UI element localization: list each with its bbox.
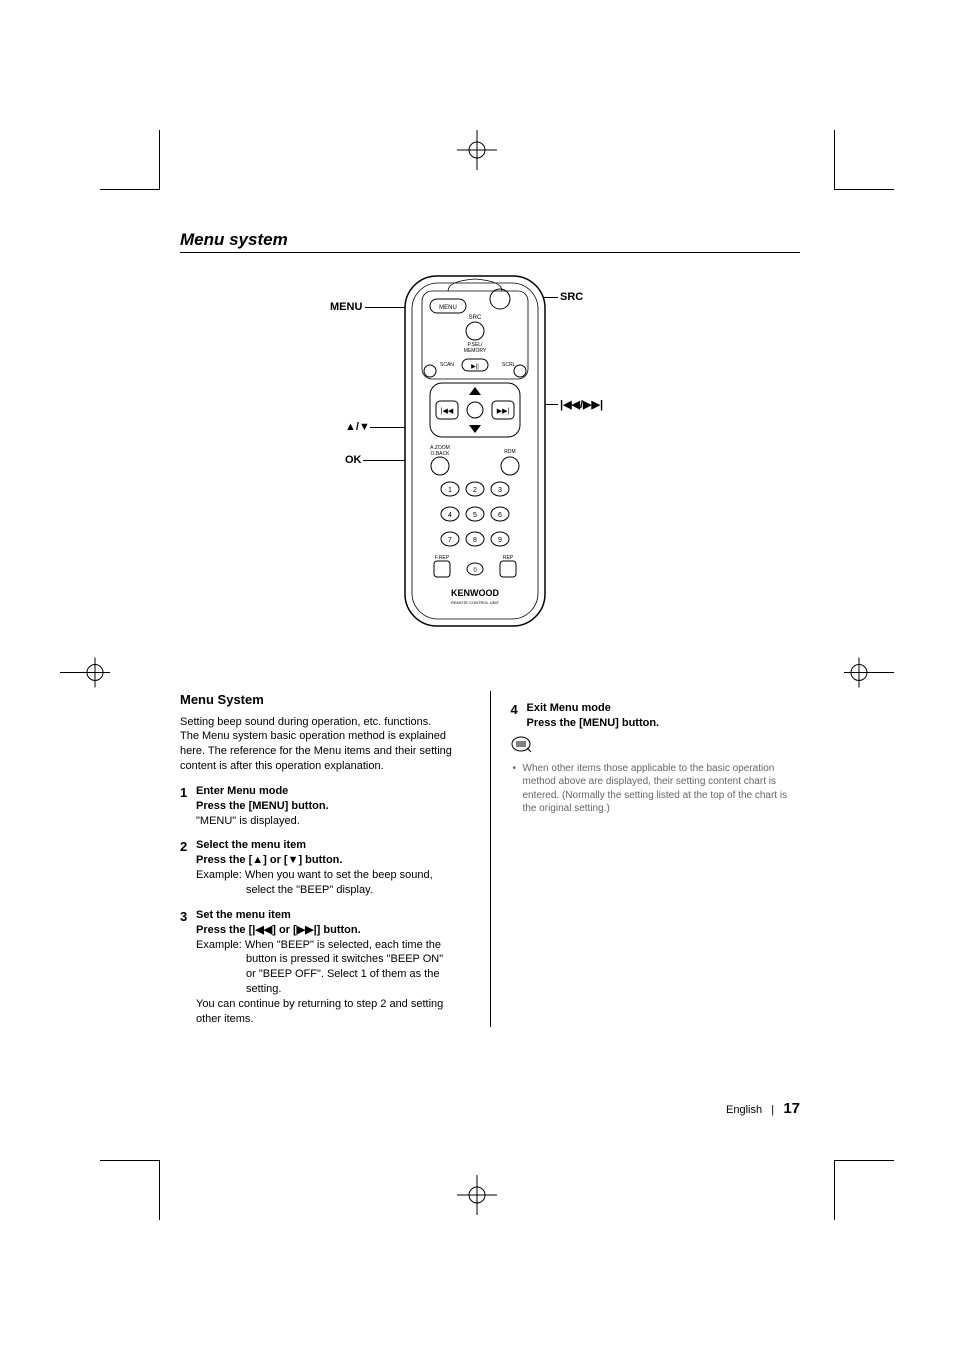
note-icon xyxy=(511,735,533,758)
callout-menu: MENU xyxy=(330,301,362,313)
step-number: 3 xyxy=(180,908,196,1027)
svg-text:6: 6 xyxy=(498,512,502,519)
step-title: Select the menu item xyxy=(196,838,470,853)
svg-text:7: 7 xyxy=(448,537,452,544)
svg-text:KENWOOD: KENWOOD xyxy=(451,588,499,598)
column-separator xyxy=(490,691,491,1027)
svg-text:8: 8 xyxy=(473,537,477,544)
callout-src: SRC xyxy=(560,291,583,303)
step-action: Press the [▲] or [▼] button. xyxy=(196,853,470,868)
step-number: 2 xyxy=(180,838,196,897)
page-footer: English | 17 xyxy=(726,1100,800,1117)
svg-text:5: 5 xyxy=(473,512,477,519)
remote-diagram: MENU SRC ▲/▼ OK |◀◀/▶▶| MENU xyxy=(180,271,800,671)
svg-text:|◀◀: |◀◀ xyxy=(441,408,454,415)
step-text: setting. xyxy=(196,982,470,997)
step: 3Set the menu itemPress the [|◀◀] or [▶▶… xyxy=(180,908,470,1027)
step-action: Press the [|◀◀] or [▶▶|] button. xyxy=(196,923,470,938)
crop-mark-bl xyxy=(100,1160,160,1220)
svg-text:O.BACK: O.BACK xyxy=(431,451,451,457)
remote-menu-label: MENU xyxy=(439,305,457,311)
page-heading: Menu system xyxy=(180,230,800,253)
crop-mark-tr xyxy=(834,130,894,190)
svg-text:F.REP: F.REP xyxy=(435,555,450,561)
svg-text:1: 1 xyxy=(448,487,452,494)
right-column: 4 Exit Menu mode Press the [MENU] button… xyxy=(511,691,801,1027)
step-text: "MENU" is displayed. xyxy=(196,814,470,829)
svg-text:3: 3 xyxy=(498,487,502,494)
step: 1Enter Menu modePress the [MENU] button.… xyxy=(180,784,470,829)
registration-mark-right xyxy=(844,653,894,698)
svg-text:▶▶|: ▶▶| xyxy=(497,408,510,415)
callout-skip: |◀◀/▶▶| xyxy=(560,398,603,411)
footer-separator: | xyxy=(771,1104,774,1116)
step-action: Press the [MENU] button. xyxy=(196,799,470,814)
svg-text:SCAN: SCAN xyxy=(440,362,454,368)
svg-text:SRC: SRC xyxy=(469,315,482,321)
step-title: Exit Menu mode xyxy=(527,701,801,716)
crop-mark-tl xyxy=(100,130,160,190)
svg-text:MEMORY: MEMORY xyxy=(464,348,487,354)
page-number: 17 xyxy=(783,1100,800,1117)
intro-text-1: Setting beep sound during operation, etc… xyxy=(180,715,470,730)
svg-text:▶||: ▶|| xyxy=(471,364,479,370)
step: 2Select the menu itemPress the [▲] or [▼… xyxy=(180,838,470,897)
svg-text:4: 4 xyxy=(448,512,452,519)
callout-updown: ▲/▼ xyxy=(345,421,370,433)
callout-ok: OK xyxy=(345,454,362,466)
step-text: Example: When "BEEP" is selected, each t… xyxy=(196,938,470,953)
section-title: Menu System xyxy=(180,691,470,709)
registration-mark-bottom xyxy=(457,1175,497,1220)
registration-mark-top xyxy=(457,130,497,175)
svg-text:REP: REP xyxy=(503,555,514,561)
step-text: button is pressed it switches "BEEP ON" xyxy=(196,952,470,967)
left-column: Menu System Setting beep sound during op… xyxy=(180,691,470,1027)
intro-text-2: The Menu system basic operation method i… xyxy=(180,729,470,774)
svg-text:9: 9 xyxy=(498,537,502,544)
svg-text:REMOTE CONTROL UNIT: REMOTE CONTROL UNIT xyxy=(451,600,500,605)
remote-illustration: MENU SRC P.SEL/ MEMORY ▶|| SCAN SCRL xyxy=(400,271,550,631)
step-trailing: You can continue by returning to step 2 … xyxy=(196,997,470,1027)
note-text: When other items those applicable to the… xyxy=(523,762,801,816)
svg-text:RDM: RDM xyxy=(504,449,515,455)
step-text: select the "BEEP" display. xyxy=(196,883,470,898)
footer-language: English xyxy=(726,1104,762,1116)
crop-mark-br xyxy=(834,1160,894,1220)
step-title: Set the menu item xyxy=(196,908,470,923)
step-text: or "BEEP OFF". Select 1 of them as the xyxy=(196,967,470,982)
step-title: Enter Menu mode xyxy=(196,784,470,799)
registration-mark-left xyxy=(60,653,110,698)
step-action: Press the [MENU] button. xyxy=(527,716,801,731)
svg-text:SCRL: SCRL xyxy=(502,362,516,368)
step-number: 1 xyxy=(180,784,196,829)
step-number: 4 xyxy=(511,701,527,731)
svg-text:2: 2 xyxy=(473,487,477,494)
step-text: Example: When you want to set the beep s… xyxy=(196,868,470,883)
